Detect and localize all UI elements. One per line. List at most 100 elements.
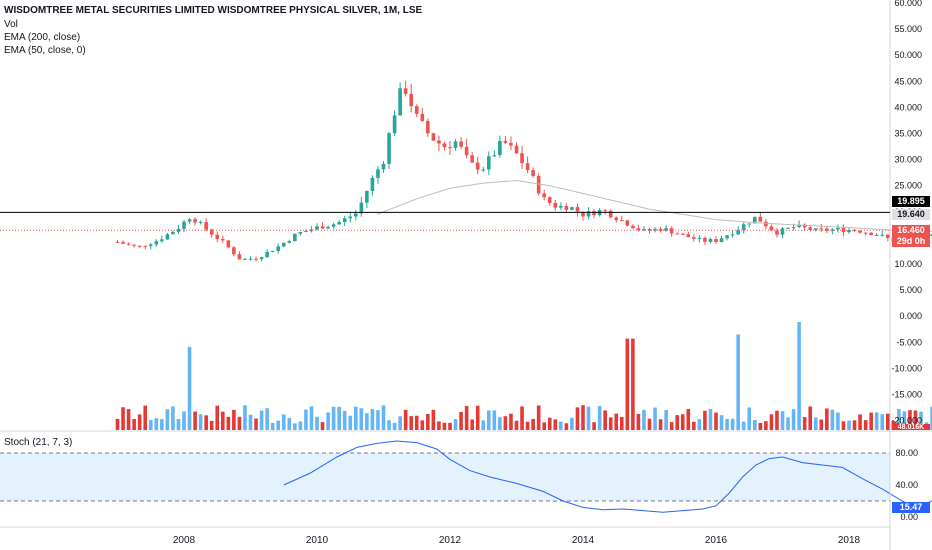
candle-body	[592, 211, 596, 216]
volume-bar	[880, 414, 885, 430]
volume-bar	[919, 411, 923, 430]
volume-bar	[464, 406, 469, 430]
volume-bar	[342, 410, 347, 430]
volume-bar	[614, 413, 619, 430]
volume-bar	[802, 417, 807, 430]
time-tick-label: 2018	[838, 535, 861, 546]
candle-body	[171, 231, 175, 235]
legend-ema50[interactable]: EMA (50, close, 0)	[4, 45, 86, 56]
volume-bar	[825, 408, 829, 430]
volume-bar	[121, 407, 125, 430]
candle-body	[536, 175, 541, 194]
candle-body	[331, 224, 336, 227]
volume-bar	[442, 422, 447, 430]
volume-bar	[564, 423, 569, 430]
candle-body	[813, 228, 818, 231]
volume-bar	[248, 414, 253, 430]
candle-body	[581, 211, 585, 217]
volume-bar	[764, 421, 768, 430]
candle-body	[741, 224, 746, 230]
candle-body	[764, 221, 768, 227]
volume-bar	[392, 422, 397, 430]
volume-bar	[725, 418, 729, 430]
candle-body	[270, 250, 275, 252]
candle-body	[575, 207, 580, 212]
bar-countdown-tag: 29d 0h	[892, 236, 930, 247]
price-tick-label: 40.000	[894, 102, 922, 112]
legend-ema200[interactable]: EMA (200, close)	[4, 32, 81, 43]
candle-body	[154, 241, 159, 245]
price-tick-label: 45.000	[894, 76, 922, 86]
candle-body	[353, 213, 358, 217]
candle-body	[198, 222, 203, 224]
volume-bar	[326, 412, 330, 430]
volume-bar	[176, 419, 181, 430]
candle-body	[797, 224, 801, 228]
candle-body	[653, 228, 657, 231]
volume-bar	[431, 409, 436, 430]
candle-body	[692, 237, 696, 239]
time-tick-label: 2008	[173, 535, 196, 546]
candle-body	[126, 243, 131, 245]
candle-body	[121, 242, 125, 244]
volume-bar	[209, 420, 214, 430]
candle-body	[137, 245, 142, 247]
candle-body	[874, 235, 879, 237]
candle-body	[403, 88, 408, 94]
volume-bar	[226, 416, 231, 430]
volume-bar	[115, 418, 120, 430]
volume-bar	[686, 408, 691, 430]
stoch-line	[283, 440, 932, 513]
volume-bar	[160, 419, 164, 430]
price-tick-label: 60.000	[894, 0, 922, 8]
candle-body	[747, 223, 752, 225]
price-tick-label: 0.000	[899, 311, 922, 321]
volume-bar	[293, 423, 297, 430]
volume-bar	[448, 422, 452, 430]
candle-body	[337, 221, 341, 225]
volume-bar	[902, 411, 907, 430]
volume-bar	[259, 410, 264, 430]
volume-bar	[692, 421, 696, 430]
price-tick-label: 30.000	[894, 155, 922, 165]
volume-bar	[520, 406, 524, 430]
ema-200-line	[376, 179, 932, 233]
volume-bar	[165, 409, 170, 430]
volume-bar	[675, 415, 680, 430]
candle-body	[725, 235, 729, 239]
price-tick-label: -10.000	[891, 363, 922, 373]
volume-bar	[653, 407, 657, 430]
candle-body	[143, 245, 148, 247]
volume-bar	[287, 417, 292, 430]
volume-bar	[669, 422, 674, 430]
candle-body	[647, 228, 652, 231]
volume-bar	[486, 410, 491, 430]
candle-body	[226, 240, 231, 248]
volume-bar	[414, 415, 419, 430]
stoch-legend[interactable]: Stoch (21, 7, 3)	[4, 437, 73, 448]
volume-bar	[708, 408, 713, 430]
candle-body	[426, 120, 430, 134]
legend-volume[interactable]: Vol	[4, 19, 18, 30]
candle-body	[287, 241, 292, 243]
candle-body	[381, 163, 386, 170]
candle-body	[786, 227, 790, 229]
candle-body	[265, 251, 269, 258]
volume-bar	[752, 420, 757, 430]
candle-body	[775, 230, 779, 235]
volume-bar	[586, 406, 591, 430]
volume-bar	[619, 416, 624, 430]
candle-body	[697, 237, 702, 239]
ema-price-tag: 19.640	[892, 209, 930, 220]
candle-body	[464, 146, 469, 156]
candle-body	[475, 162, 480, 170]
volume-bar	[232, 409, 236, 430]
volume-bar	[154, 418, 159, 430]
stochastic-panel: 80.00 40.00 0.00	[0, 440, 932, 522]
candle-body	[182, 221, 186, 229]
volume-bar	[320, 422, 325, 430]
candle-body	[220, 238, 225, 241]
volume-bar	[437, 421, 441, 430]
candle-body	[370, 177, 375, 191]
